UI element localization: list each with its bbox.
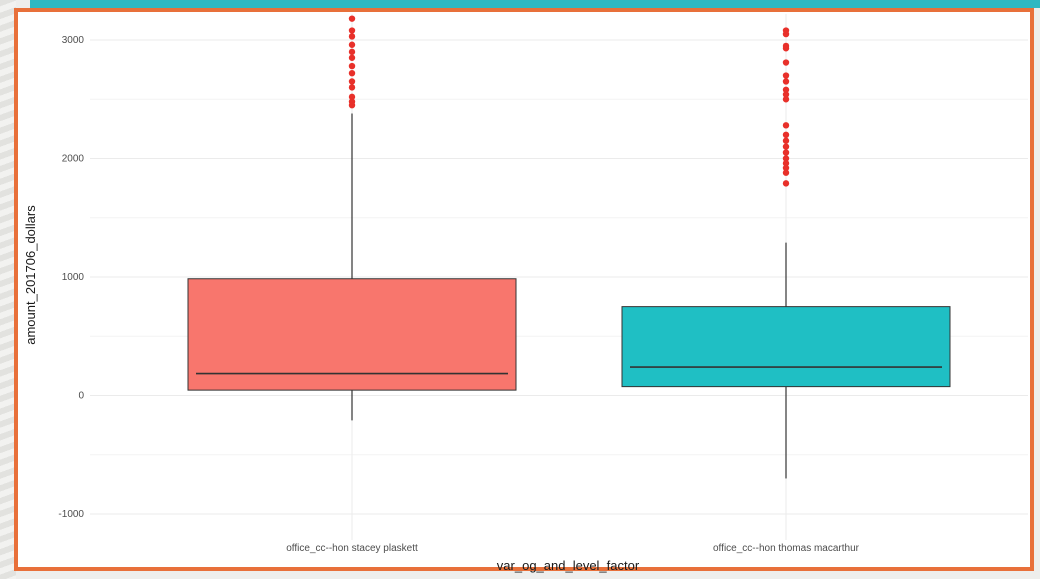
outlier-point: [348, 41, 356, 48]
top-accent-strip: [30, 0, 1040, 8]
y-tick-label: -1000: [58, 509, 84, 520]
outlier-point: [782, 155, 790, 162]
outlier-point: [782, 122, 790, 129]
outlier-point: [782, 91, 790, 98]
outlier-point: [348, 48, 356, 56]
x-tick-label: office_cc--hon thomas macarthur: [713, 543, 860, 554]
outlier-point: [782, 96, 790, 103]
outlier-point: [348, 69, 356, 77]
outlier-point: [782, 78, 790, 85]
outlier-point: [348, 62, 356, 70]
y-tick-label: 2000: [62, 154, 85, 165]
x-tick-labels: office_cc--hon stacey plaskett office_cc-…: [286, 543, 859, 554]
outlier-point: [782, 160, 790, 167]
chart-frame: [14, 8, 1034, 571]
outlier-point: [782, 27, 790, 34]
outlier-point: [782, 86, 790, 93]
y-tick-label: 0: [78, 391, 84, 402]
box-body: [621, 306, 951, 388]
outlier-point: [782, 143, 790, 150]
outlier-point: [782, 59, 790, 66]
grid-lines: [90, 14, 1028, 540]
x-axis-title: var_og_and_level_factor: [497, 558, 640, 573]
outlier-point: [782, 42, 790, 50]
y-tick-labels: -1000 0 1000 2000 3000: [58, 35, 84, 520]
outlier-point: [348, 54, 356, 61]
outlier-point: [782, 169, 790, 176]
outlier-point: [348, 33, 356, 40]
outlier-point: [348, 15, 356, 22]
box-body: [187, 278, 517, 391]
y-axis-title: amount_201706_dollars: [23, 205, 38, 345]
y-tick-label: 1000: [62, 272, 85, 283]
outlier-point: [782, 164, 790, 172]
outlier-point: [348, 84, 356, 91]
outlier-point: [348, 93, 356, 101]
boxplot-boxes: [187, 15, 951, 479]
outlier-point: [348, 98, 356, 105]
outlier-point: [782, 180, 790, 187]
outlier-point: [782, 137, 790, 144]
outlier-point: [348, 27, 356, 34]
outlier-point: [782, 72, 790, 79]
y-tick-label: 3000: [62, 35, 85, 46]
outlier-point: [782, 131, 790, 138]
left-decoration: [0, 0, 16, 579]
outlier-point: [348, 78, 356, 85]
x-tick-label: office_cc--hon stacey plaskett: [286, 543, 418, 554]
outlier-point: [782, 149, 790, 156]
